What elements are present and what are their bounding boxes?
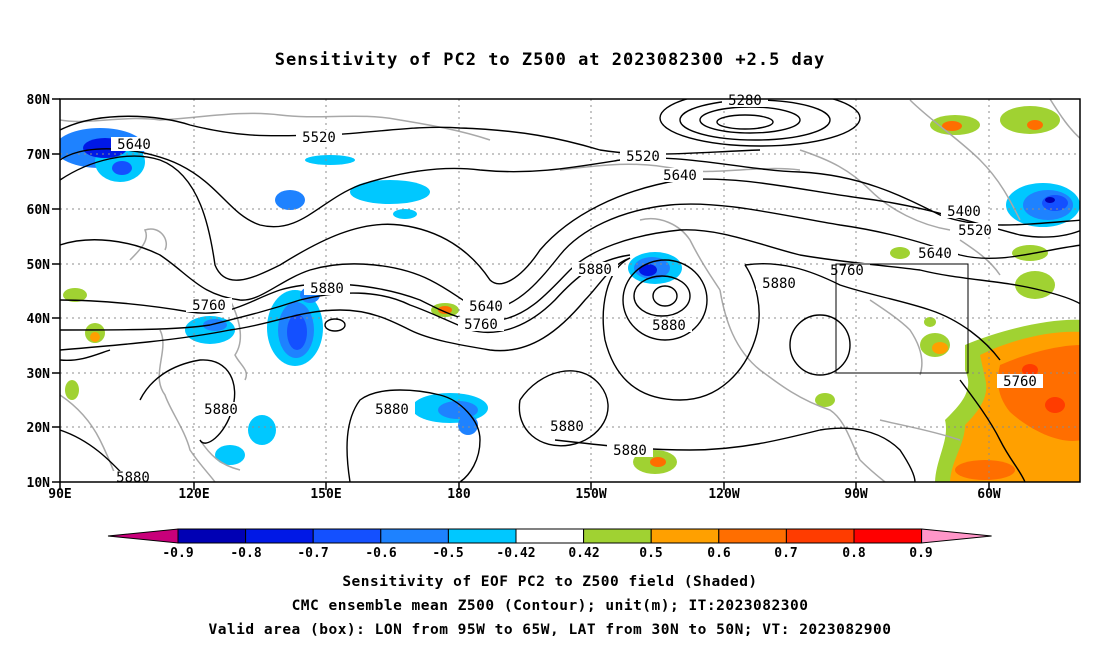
contour-label: 5640 [111, 137, 157, 153]
lon-label: 120E [178, 487, 209, 502]
lon-label: 90W [844, 487, 868, 502]
colorbar-box [718, 528, 787, 544]
sensitivity-shading [60, 106, 1080, 482]
contour-label: 5520 [952, 223, 998, 239]
lat-label: 20N [27, 421, 51, 436]
contour-label: 5760 [186, 298, 232, 314]
contour-label: 5760 [997, 374, 1043, 390]
colorbar-label: 0.5 [639, 546, 662, 561]
z500-contours [60, 99, 1080, 482]
colorbar-box [380, 528, 449, 544]
lat-label: 30N [27, 367, 51, 382]
colorbar-label: -0.9 [162, 546, 193, 561]
svg-text:5880: 5880 [204, 402, 238, 418]
contour-label: 5880 [369, 402, 415, 418]
svg-text:5640: 5640 [469, 299, 503, 315]
contour-label: 5280 [722, 93, 768, 109]
colorbar-label: 0.7 [774, 546, 797, 561]
colorbar-box [312, 528, 382, 544]
colorbar-box [447, 528, 517, 544]
caption-line-2: CMC ensemble mean Z500 (Contour); unit(m… [291, 598, 809, 614]
contour-label: 5880 [607, 443, 653, 459]
colorbar-label: 0.42 [568, 546, 599, 561]
coastlines [60, 99, 1080, 482]
svg-text:5520: 5520 [958, 223, 992, 239]
colorbar-label: -0.7 [297, 546, 328, 561]
lat-label: 60N [27, 203, 51, 218]
colorbar-box [785, 528, 855, 544]
colorbar-box [583, 528, 652, 544]
axis-ticks [52, 98, 990, 490]
lon-label: 150E [310, 487, 341, 502]
svg-text:5880: 5880 [578, 262, 612, 278]
svg-text:5760: 5760 [192, 298, 226, 314]
valid-area-box [835, 263, 969, 374]
contour-label: 5520 [296, 130, 342, 146]
colorbar-boxes [107, 528, 992, 544]
colorbar-label: 0.8 [842, 546, 866, 561]
contour-label: 5400 [941, 204, 987, 220]
contour-label: 5880 [304, 281, 350, 297]
svg-text:5880: 5880 [762, 276, 796, 292]
colorbar-low-triangle [107, 528, 179, 544]
caption-line-3: Valid area (box): LON from 95W to 65W, L… [208, 622, 892, 638]
colorbar-label: -0.6 [365, 546, 396, 561]
lon-label: 60W [977, 487, 1001, 502]
map-frame [59, 98, 1081, 483]
colorbar-high-triangle [921, 528, 992, 544]
colorbar-label: -0.42 [496, 546, 535, 561]
contour-label: 5880 [756, 276, 802, 292]
colorbar-label: -0.8 [230, 546, 261, 561]
contour-label: 5760 [458, 317, 504, 333]
contour-label: 5640 [657, 168, 703, 184]
svg-text:5760: 5760 [1003, 374, 1037, 390]
svg-text:5760: 5760 [830, 263, 864, 279]
colorbar-box [177, 528, 247, 544]
contour-labels: 5280 5520 5640 5520 5640 5400 5520 5640 … [110, 93, 1043, 486]
svg-text:5640: 5640 [117, 137, 151, 153]
svg-text:5640: 5640 [663, 168, 697, 184]
lat-label: 10N [27, 476, 51, 491]
longitude-labels: 90E 120E 150E 180 150W 120W 90W 60W [48, 487, 1001, 502]
lon-label: 150W [575, 487, 606, 502]
colorbar-label: 0.6 [707, 546, 731, 561]
svg-text:5880: 5880 [613, 443, 647, 459]
lon-label: 120W [708, 487, 739, 502]
lat-label: 70N [27, 148, 51, 163]
svg-text:5640: 5640 [918, 246, 952, 262]
caption-line-1: Sensitivity of EOF PC2 to Z500 field (Sh… [342, 574, 758, 590]
svg-text:5880: 5880 [375, 402, 409, 418]
latitude-labels: 80N 70N 60N 50N 40N 30N 20N 10N [27, 93, 51, 491]
colorbar-box [853, 528, 923, 544]
colorbar-box [515, 528, 585, 544]
contour-label: 5520 [620, 149, 666, 165]
lat-label: 40N [27, 312, 51, 327]
contour-label: 5640 [912, 246, 958, 262]
lon-label: 90E [48, 487, 71, 502]
colorbar-label: -0.5 [432, 546, 463, 561]
colorbar-box [650, 528, 720, 544]
contour-label: 5880 [646, 318, 692, 334]
contour-label: 5880 [572, 262, 618, 278]
contour-label: 5880 [198, 402, 244, 418]
svg-text:5880: 5880 [310, 281, 344, 297]
svg-text:5760: 5760 [464, 317, 498, 333]
svg-text:5880: 5880 [550, 419, 584, 435]
colorbar-label: 0.9 [909, 546, 932, 561]
svg-text:5400: 5400 [947, 204, 981, 220]
lat-label: 50N [27, 258, 51, 273]
lat-label: 80N [27, 93, 51, 108]
colorbar-labels: -0.9 -0.8 -0.7 -0.6 -0.5 -0.42 0.42 0.5 … [162, 546, 932, 561]
contour-label: 5640 [463, 299, 509, 315]
figure-title: Sensitivity of PC2 to Z500 at 2023082300… [274, 50, 826, 70]
contour-label: 5880 [544, 419, 590, 435]
colorbar-box [245, 528, 314, 544]
lon-label: 180 [447, 487, 471, 502]
svg-text:5880: 5880 [652, 318, 686, 334]
svg-text:5520: 5520 [626, 149, 660, 165]
svg-text:5280: 5280 [728, 93, 762, 109]
svg-text:5520: 5520 [302, 130, 336, 146]
